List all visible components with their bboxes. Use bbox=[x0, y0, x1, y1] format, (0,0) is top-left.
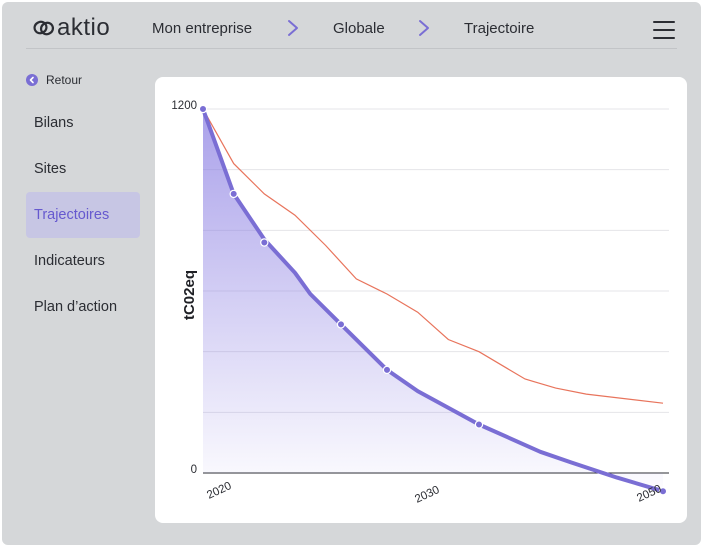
trajectory-point[interactable] bbox=[260, 238, 269, 247]
breadcrumb-company[interactable]: Mon entreprise bbox=[152, 20, 253, 37]
chevron-right-icon bbox=[419, 20, 429, 36]
trajectory-chart: 1200 0 tC02eq 2020 2030 2050 bbox=[171, 100, 669, 506]
sidebar-item-sites[interactable]: Sites bbox=[34, 161, 67, 177]
trajectory-point[interactable] bbox=[658, 487, 668, 496]
y-tick-label: 1200 bbox=[171, 100, 197, 112]
sidebar-item-trajectoires[interactable]: Trajectoires bbox=[26, 192, 140, 238]
x-tick-label: 2020 bbox=[205, 480, 233, 502]
trajectory-point[interactable] bbox=[229, 189, 238, 199]
chevron-left-icon bbox=[26, 74, 38, 86]
x-tick-label: 2030 bbox=[413, 484, 441, 506]
y-axis-label: tC02eq bbox=[181, 270, 198, 320]
aktio-logo[interactable]: aktio bbox=[33, 16, 110, 40]
trajectory-point[interactable] bbox=[198, 104, 208, 114]
back-button[interactable]: Retour bbox=[26, 73, 82, 87]
sidebar-item-bilans[interactable]: Bilans bbox=[34, 115, 74, 131]
reference-trajectory-line bbox=[202, 108, 664, 404]
link-icon bbox=[33, 20, 55, 36]
menu-icon[interactable] bbox=[653, 21, 675, 45]
breadcrumb-global[interactable]: Globale bbox=[333, 20, 385, 37]
breadcrumb-trajectory: Trajectoire bbox=[464, 20, 535, 37]
divider bbox=[26, 48, 677, 49]
sidebar-item-indicateurs[interactable]: Indicateurs bbox=[34, 253, 105, 269]
back-label: Retour bbox=[46, 73, 83, 87]
top-bar: aktio Mon entreprise Globale Trajectoire bbox=[2, 2, 701, 50]
chart-card: 1200 0 tC02eq 2020 2030 2050 bbox=[155, 77, 687, 523]
sidebar-nav: Bilans Sites Trajectoires Indicateurs Pl… bbox=[26, 100, 140, 330]
trajectory-point[interactable] bbox=[382, 365, 392, 375]
y-tick-label: 0 bbox=[191, 464, 197, 476]
brand-name: aktio bbox=[57, 14, 111, 41]
sidebar-item-plan-action[interactable]: Plan d’action bbox=[34, 299, 118, 315]
trajectory-point[interactable] bbox=[336, 320, 346, 329]
trajectory-area bbox=[203, 109, 663, 492]
trajectory-point[interactable] bbox=[474, 420, 484, 429]
chevron-right-icon bbox=[288, 20, 298, 36]
